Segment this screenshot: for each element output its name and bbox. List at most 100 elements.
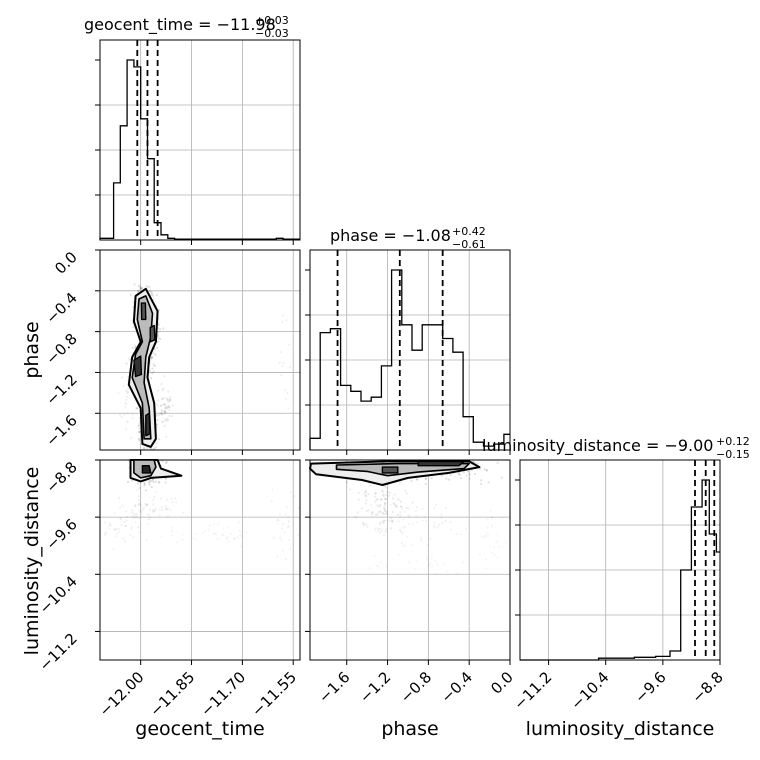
scatter-point xyxy=(371,511,374,514)
scatter-point xyxy=(158,480,161,483)
scatter-point xyxy=(131,417,134,420)
scatter-point xyxy=(284,397,287,400)
scatter-point xyxy=(165,508,168,511)
scatter-point xyxy=(161,420,164,423)
scatter-point xyxy=(240,535,243,538)
scatter-point xyxy=(124,401,127,404)
scatter-point xyxy=(486,518,489,521)
scatter-point xyxy=(284,512,287,515)
scatter-point xyxy=(165,508,168,511)
contour-inner xyxy=(145,412,151,437)
scatter-point xyxy=(420,537,423,540)
scatter-point xyxy=(486,531,489,535)
scatter-point xyxy=(383,507,386,510)
scatter-point xyxy=(124,524,127,528)
scatter-point xyxy=(284,389,287,392)
scatter-point xyxy=(226,536,229,539)
scatter-point xyxy=(374,528,377,532)
ylabel-phase: phase xyxy=(21,321,43,378)
scatter-point xyxy=(225,537,228,541)
scatter-point xyxy=(131,346,134,350)
scatter-point xyxy=(155,294,158,297)
scatter-point xyxy=(156,333,160,336)
scatter-point xyxy=(161,460,164,463)
scatter-point xyxy=(118,413,121,416)
title-phase-plus: +0.42 xyxy=(452,225,486,238)
scatter-point xyxy=(379,523,382,526)
scatter-point xyxy=(415,521,418,524)
scatter-point xyxy=(164,481,167,484)
scatter-point xyxy=(158,508,162,511)
scatter-point xyxy=(364,494,367,497)
scatter-point xyxy=(157,337,160,340)
scatter-point xyxy=(459,533,463,536)
scatter-point xyxy=(153,447,156,450)
scatter-point xyxy=(401,531,404,534)
scatter-point xyxy=(146,446,149,449)
panel-frame xyxy=(99,249,301,451)
scatter-point xyxy=(116,532,119,535)
scatter-point xyxy=(360,507,364,510)
scatter-point xyxy=(272,536,275,540)
scatter-point xyxy=(381,512,384,515)
x-tick-label: −0.8 xyxy=(397,668,435,706)
scatter-point xyxy=(143,482,146,486)
scatter-point xyxy=(161,412,164,415)
scatter-point xyxy=(169,399,172,402)
scatter-point xyxy=(170,497,173,500)
scatter-point xyxy=(217,537,220,540)
scatter-point xyxy=(159,412,162,415)
scatter-point xyxy=(138,502,141,505)
scatter-point xyxy=(377,565,380,568)
scatter-point xyxy=(162,420,165,423)
scatter-point xyxy=(376,513,379,516)
scatter-point xyxy=(415,477,418,481)
scatter-point xyxy=(495,540,498,543)
scatter-point xyxy=(435,503,438,506)
scatter-point xyxy=(163,375,166,378)
scatter-point xyxy=(283,531,286,534)
scatter-point xyxy=(156,340,159,343)
scatter-point xyxy=(138,430,141,433)
scatter-point xyxy=(395,504,398,508)
scatter-point xyxy=(278,513,282,516)
scatter-point xyxy=(170,534,173,537)
scatter-point xyxy=(134,345,137,348)
scatter-point xyxy=(162,327,165,330)
scatter-point xyxy=(365,499,368,502)
y-tick-label: −8.8 xyxy=(42,458,80,496)
scatter-point xyxy=(164,411,167,414)
scatter-point xyxy=(465,474,468,477)
scatter-point xyxy=(484,534,487,537)
scatter-point xyxy=(478,553,481,556)
scatter-point xyxy=(161,413,164,416)
scatter-point xyxy=(171,415,174,418)
scatter-point xyxy=(150,355,153,359)
scatter-point xyxy=(113,527,116,531)
scatter-point xyxy=(182,538,185,542)
scatter-point xyxy=(390,527,393,530)
scatter-point xyxy=(270,500,273,503)
title-luminosity-distance: luminosity_distance = −9.00 +0.12 −0.15 xyxy=(482,435,750,461)
scatter-point xyxy=(133,283,136,286)
scatter-point xyxy=(436,526,439,529)
scatter-point xyxy=(125,362,128,365)
scatter-point xyxy=(421,507,424,510)
scatter-point xyxy=(146,503,149,506)
scatter-point xyxy=(137,290,140,293)
scatter-point xyxy=(399,514,402,517)
scatter-point xyxy=(119,517,122,520)
contour-inner xyxy=(417,460,465,467)
scatter-point xyxy=(375,564,378,567)
scatter-point xyxy=(444,507,448,510)
scatter-point xyxy=(137,503,140,506)
scatter-point xyxy=(143,446,146,449)
scatter-point xyxy=(168,414,171,418)
scatter-point xyxy=(164,406,168,409)
scatter-point xyxy=(126,420,129,423)
scatter-point xyxy=(160,382,163,386)
scatter-point xyxy=(136,482,139,485)
scatter-point xyxy=(458,473,461,476)
contour-mid xyxy=(131,295,154,440)
scatter-point xyxy=(414,509,417,513)
